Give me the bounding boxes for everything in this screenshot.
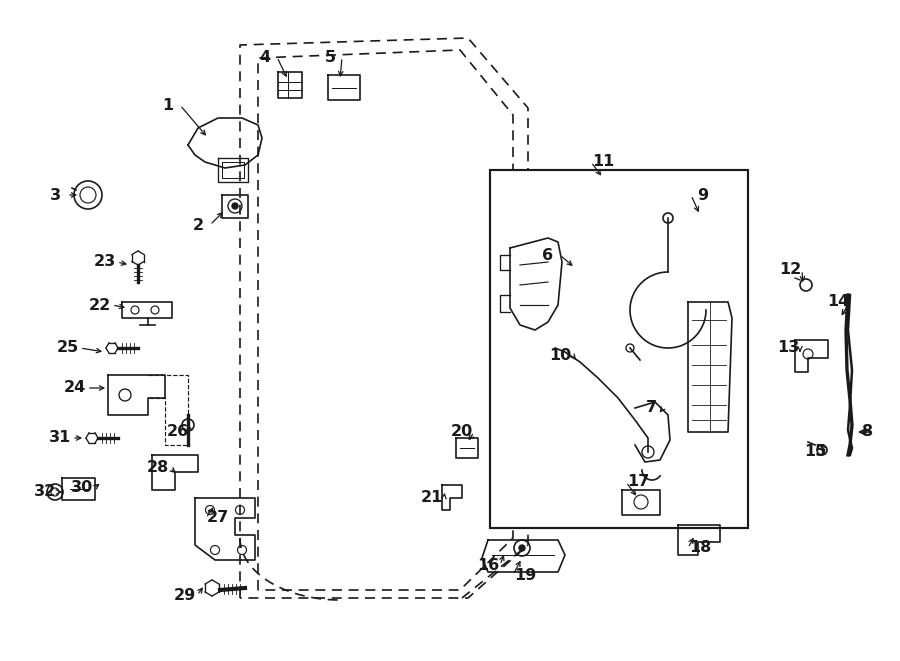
Text: 5: 5 bbox=[324, 50, 336, 65]
Text: 11: 11 bbox=[592, 155, 614, 169]
Text: 27: 27 bbox=[207, 510, 230, 525]
Text: 13: 13 bbox=[777, 340, 799, 356]
Text: 23: 23 bbox=[94, 254, 116, 270]
Text: 10: 10 bbox=[549, 348, 572, 362]
Text: 28: 28 bbox=[147, 461, 169, 475]
Text: 3: 3 bbox=[50, 188, 60, 202]
Text: 4: 4 bbox=[259, 50, 271, 65]
Text: 14: 14 bbox=[827, 295, 849, 309]
Text: 21: 21 bbox=[421, 490, 443, 506]
Text: 26: 26 bbox=[166, 424, 189, 440]
Text: 25: 25 bbox=[57, 340, 79, 356]
Circle shape bbox=[232, 203, 238, 209]
Text: 18: 18 bbox=[688, 541, 711, 555]
Bar bbox=[490, 170, 748, 528]
Text: 6: 6 bbox=[543, 247, 553, 262]
Text: 17: 17 bbox=[627, 475, 649, 490]
Text: 16: 16 bbox=[477, 557, 500, 572]
Text: 19: 19 bbox=[514, 568, 536, 582]
Text: 29: 29 bbox=[174, 588, 196, 602]
Circle shape bbox=[519, 545, 525, 551]
Text: 30: 30 bbox=[71, 481, 93, 496]
Text: 15: 15 bbox=[804, 444, 826, 459]
Text: 12: 12 bbox=[778, 262, 801, 278]
Text: 1: 1 bbox=[162, 98, 174, 112]
Text: 32: 32 bbox=[34, 485, 56, 500]
Text: 9: 9 bbox=[698, 188, 708, 202]
Text: 2: 2 bbox=[193, 217, 203, 233]
Text: 24: 24 bbox=[64, 381, 86, 395]
Text: 22: 22 bbox=[89, 297, 111, 313]
Text: 8: 8 bbox=[862, 424, 874, 440]
Text: 20: 20 bbox=[451, 424, 473, 440]
Text: 7: 7 bbox=[645, 401, 657, 416]
Text: 31: 31 bbox=[49, 430, 71, 446]
